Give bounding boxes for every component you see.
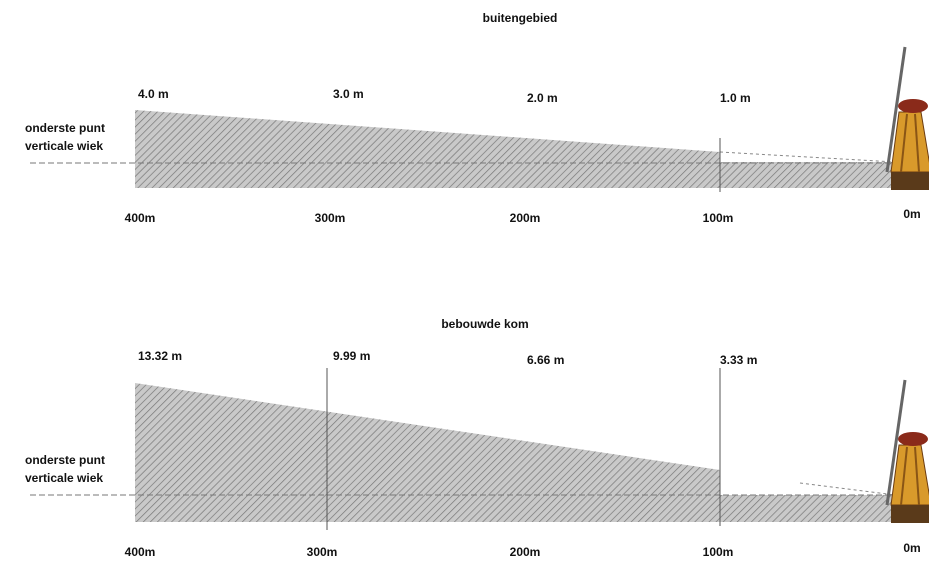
panel: bebouwde kom onderste punt verticale wie…	[25, 317, 929, 559]
height-label: 2.0 m	[527, 91, 558, 105]
height-label: 1.0 m	[720, 91, 751, 105]
hatched-area	[135, 110, 720, 162]
height-label: 9.99 m	[333, 349, 370, 363]
side-label: onderste punt	[25, 121, 105, 135]
windmill	[885, 378, 929, 525]
hatched-area	[135, 383, 720, 495]
distance-label: 0m	[903, 207, 920, 221]
distance-label: 200m	[510, 211, 541, 225]
sight-line	[719, 151, 896, 163]
distance-label: 200m	[510, 545, 541, 559]
distance-label: 300m	[315, 211, 346, 225]
panel: buitengebied onderste punt verticale wie…	[25, 11, 929, 225]
panel-title: bebouwde kom	[441, 317, 528, 331]
windmill	[885, 45, 929, 192]
distance-label: 0m	[903, 541, 920, 555]
side-label: verticale wiek	[25, 139, 103, 153]
height-label: 6.66 m	[527, 353, 564, 367]
panel-title: buitengebied	[483, 11, 558, 25]
distance-label: 100m	[703, 211, 734, 225]
hatched-band	[135, 495, 895, 522]
hatched-band	[135, 162, 895, 188]
distance-label: 100m	[703, 545, 734, 559]
side-label: verticale wiek	[25, 471, 103, 485]
distance-label: 400m	[125, 211, 156, 225]
height-label: 3.0 m	[333, 87, 364, 101]
side-label: onderste punt	[25, 453, 105, 467]
distance-label: 300m	[307, 545, 338, 559]
height-label: 3.33 m	[720, 353, 757, 367]
distance-label: 400m	[125, 545, 156, 559]
sight-line	[799, 482, 896, 496]
height-label: 13.32 m	[138, 349, 182, 363]
height-label: 4.0 m	[138, 87, 169, 101]
